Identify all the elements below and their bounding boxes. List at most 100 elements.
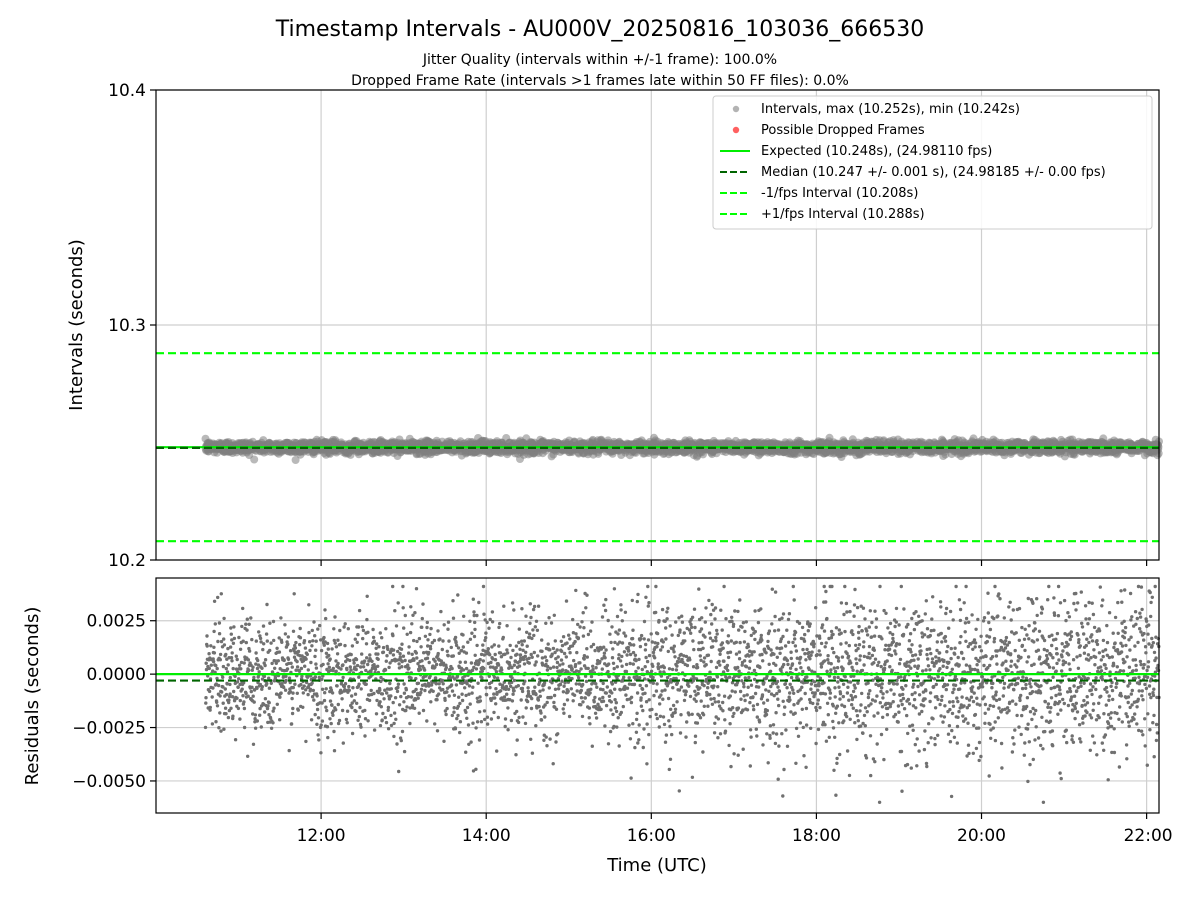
residual-point — [345, 668, 348, 671]
residual-point — [399, 655, 402, 658]
residual-point — [346, 710, 349, 713]
residual-point — [292, 630, 295, 633]
residual-point — [392, 722, 395, 725]
residual-point — [466, 641, 469, 644]
residual-point — [320, 649, 323, 652]
residual-point — [436, 629, 439, 632]
residual-point — [339, 643, 342, 646]
residual-point — [414, 688, 417, 691]
residual-point — [450, 646, 453, 649]
residual-point — [241, 694, 244, 697]
residual-point — [458, 731, 461, 734]
residual-point — [271, 721, 274, 724]
residual-point — [211, 686, 214, 689]
residual-point — [428, 661, 431, 664]
residual-point — [338, 719, 341, 722]
residual-point — [212, 630, 215, 633]
residual-point — [389, 694, 392, 697]
residual-point — [442, 740, 445, 743]
residual-point — [462, 645, 465, 648]
residual-point — [393, 711, 396, 714]
residual-point — [424, 635, 427, 638]
residual-point — [283, 623, 286, 626]
residual-point — [248, 649, 251, 652]
residual-point — [457, 646, 460, 649]
residual-point — [420, 626, 423, 629]
residual-point — [358, 706, 361, 709]
residual-point — [333, 615, 336, 618]
residual-point — [303, 684, 306, 687]
residual-point — [441, 688, 444, 691]
residual-point — [319, 751, 322, 754]
residual-point — [245, 628, 248, 631]
residual-point — [455, 717, 458, 720]
residual-point — [209, 644, 212, 647]
residual-point — [393, 609, 396, 612]
residual-point — [432, 690, 435, 693]
residual-point — [429, 627, 432, 630]
residual-point — [461, 699, 464, 702]
residual-point — [351, 732, 354, 735]
residual-point — [435, 663, 438, 666]
residual-point — [428, 633, 431, 636]
residual-point — [214, 664, 217, 667]
residual-point — [288, 749, 291, 752]
residual-point — [291, 707, 294, 710]
residual-point — [299, 636, 302, 639]
residual-point — [392, 648, 395, 651]
residual-point — [329, 657, 332, 660]
residual-point — [231, 715, 234, 718]
residual-point — [358, 715, 361, 718]
residual-point — [361, 625, 364, 628]
residual-point — [407, 667, 410, 670]
residual-point — [374, 668, 377, 671]
residual-point — [350, 694, 353, 697]
residual-point — [388, 682, 391, 685]
residual-point — [389, 714, 392, 717]
residual-point — [229, 676, 232, 679]
residual-point — [355, 668, 358, 671]
residual-point — [453, 706, 456, 709]
residual-point — [375, 712, 378, 715]
residual-point — [363, 734, 366, 737]
residual-point — [243, 661, 246, 664]
residual-point — [314, 713, 317, 716]
residual-point — [327, 647, 330, 650]
residual-point — [290, 722, 293, 725]
residual-point — [241, 607, 244, 610]
residual-point — [409, 605, 412, 608]
residual-point — [447, 654, 450, 657]
residual-point — [293, 656, 296, 659]
residual-point — [347, 627, 350, 630]
residual-point — [418, 665, 421, 668]
residual-point — [422, 651, 425, 654]
residual-point — [452, 617, 455, 620]
residual-point — [381, 692, 384, 695]
residual-point — [257, 630, 260, 633]
residual-point — [264, 697, 267, 700]
residual-point — [323, 699, 326, 702]
residual-point — [470, 661, 473, 664]
residual-point — [218, 694, 221, 697]
residual-point — [406, 663, 409, 666]
residual-point — [404, 614, 407, 617]
residual-point — [294, 641, 297, 644]
residual-point — [255, 639, 258, 642]
residual-point — [219, 658, 222, 661]
residual-point — [413, 707, 416, 710]
residual-point — [256, 667, 259, 670]
residual-point — [362, 665, 365, 668]
residual-point — [376, 652, 379, 655]
residual-point — [334, 708, 337, 711]
residual-point — [290, 697, 293, 700]
residual-point — [356, 641, 359, 644]
intervals-y-tick-label: 10.2 — [108, 551, 146, 571]
residual-point — [265, 632, 268, 635]
residual-point — [299, 683, 302, 686]
residual-point — [459, 720, 462, 723]
residual-point — [351, 644, 354, 647]
residual-point — [370, 689, 373, 692]
residual-point — [403, 750, 406, 753]
residual-point — [349, 665, 352, 668]
residual-point — [406, 633, 409, 636]
